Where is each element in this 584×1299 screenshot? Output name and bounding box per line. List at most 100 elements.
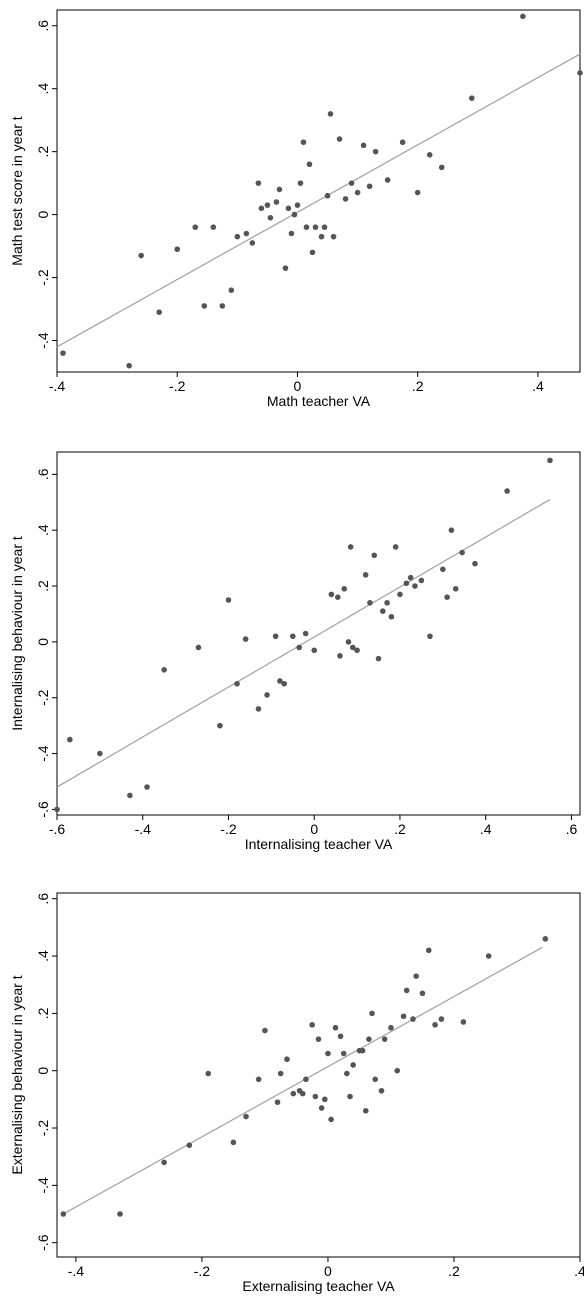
externalising-data-point <box>186 1142 193 1149</box>
math-data-point <box>306 161 313 168</box>
math-data-point <box>264 202 271 208</box>
externalising-data-point <box>381 1036 388 1042</box>
externalising-data-point <box>350 1062 356 1068</box>
internalising-data-point <box>452 586 459 592</box>
math-data-point <box>303 224 310 230</box>
externalising-x-tick-label: 0 <box>324 1263 332 1279</box>
externalising-data-point <box>299 1090 306 1097</box>
externalising-data-point <box>460 1019 467 1025</box>
math-data-point <box>468 95 475 101</box>
internalising-data-point <box>472 560 478 567</box>
internalising-x-tick-label: -.6 <box>49 821 66 837</box>
math-y-tick-label: -.4 <box>35 332 51 349</box>
externalising-data-point <box>344 1070 350 1077</box>
externalising-x-tick-label: -.4 <box>68 1263 85 1279</box>
externalising-fit-line <box>63 946 543 1215</box>
internalising-x-tick-label: .6 <box>566 821 578 837</box>
internalising-data-point <box>161 667 167 673</box>
math-data-point <box>330 233 337 240</box>
math-data-point <box>324 192 331 199</box>
externalising-data-point <box>325 1050 331 1057</box>
internalising-data-point <box>217 722 223 729</box>
internalising-data-point <box>328 591 335 598</box>
internalising-x-tick-label: 0 <box>310 821 318 837</box>
internalising-data-point <box>195 644 202 651</box>
math-x-tick-label: -.2 <box>169 378 186 394</box>
math-data-point <box>366 183 373 190</box>
math-x-tick-label: -.4 <box>49 378 66 394</box>
internalising-data-point <box>264 692 270 698</box>
math-plot-frame <box>56 9 581 373</box>
math-data-point <box>300 139 307 146</box>
externalising-data-point <box>419 990 426 997</box>
internalising-y-tick-label: .6 <box>35 468 51 480</box>
math-data-point <box>426 152 433 158</box>
externalising-x-tick-label: .4 <box>574 1263 584 1279</box>
math-data-point <box>312 224 319 230</box>
math-x-tick-label: .4 <box>532 378 544 394</box>
externalising-data-point <box>243 1113 249 1120</box>
externalising-y-tick-label: -.4 <box>35 1177 51 1194</box>
internalising-data-point <box>380 608 386 614</box>
externalising-data-point <box>262 1027 268 1034</box>
externalising-data-point <box>332 1024 339 1031</box>
internalising-data-point <box>281 680 288 687</box>
externalising-data-point <box>337 1033 344 1040</box>
internalising-data-point <box>242 636 249 642</box>
externalising-data-point <box>290 1090 297 1097</box>
math-x-axis-title: Math teacher VA <box>267 393 371 409</box>
externalising-y-axis-title: Externalising behaviour in year t <box>9 975 25 1174</box>
externalising-data-point <box>372 1076 379 1083</box>
internalising-data-point <box>388 613 395 620</box>
internalising-data-point <box>234 680 240 687</box>
internalising-y-tick-label: 0 <box>35 638 51 646</box>
internalising-data-point <box>403 580 410 587</box>
internalising-data-point <box>144 784 150 790</box>
externalising-data-point <box>438 1016 445 1022</box>
externalising-data-point <box>340 1050 347 1057</box>
math-data-point <box>258 205 265 212</box>
internalising-data-point <box>371 552 378 559</box>
externalising-data-point <box>318 1105 325 1111</box>
externalising-data-point <box>432 1022 438 1028</box>
internalising-data-point <box>375 655 382 662</box>
internalising-data-point <box>349 644 356 651</box>
math-data-point <box>276 186 283 193</box>
internalising-data-point <box>54 806 60 813</box>
externalising-data-point <box>322 1096 328 1103</box>
math-data-point <box>399 139 406 146</box>
externalising-data-point <box>362 1108 369 1114</box>
math-data-point <box>228 287 235 293</box>
externalising-data-point <box>378 1087 385 1094</box>
externalising-data-point <box>303 1076 309 1083</box>
math-data-point <box>192 224 199 230</box>
externalising-y-tick-label: -.6 <box>35 1234 51 1251</box>
math-data-point <box>297 180 304 186</box>
internalising-x-tick-label: -.4 <box>135 821 152 837</box>
externalising-y-tick-label: -.2 <box>35 1120 51 1137</box>
math-data-point <box>267 214 274 221</box>
externalising-plot-frame <box>56 892 581 1258</box>
math-data-point <box>294 202 301 208</box>
internalising-data-point <box>547 457 553 464</box>
internalising-data-point <box>272 633 279 640</box>
math-y-tick-label: 0 <box>35 211 51 219</box>
internalising-data-point <box>225 597 232 603</box>
internalising-data-point <box>345 639 352 645</box>
internalising-y-axis-title: Internalising behaviour in year t <box>9 536 25 731</box>
math-data-point <box>273 199 280 205</box>
math-data-point <box>234 233 241 240</box>
externalising-x-axis-title: Externalising teacher VA <box>242 1278 395 1294</box>
math-data-point <box>309 249 316 256</box>
externalising-data-point <box>277 1070 284 1077</box>
internalising-data-point <box>296 644 303 651</box>
internalising-x-tick-label: -.2 <box>220 821 237 837</box>
externalising-y-tick-label: 0 <box>35 1067 51 1075</box>
math-data-point <box>414 189 421 196</box>
math-data-point <box>354 189 361 196</box>
externalising-data-point <box>485 953 492 959</box>
externalising-y-tick-label: .4 <box>35 950 51 962</box>
externalising-data-point <box>400 1013 407 1020</box>
math-scatter-panel: -.4 -.2 0 .2 .4 -.4 -.2 0 .2 .4 .6 Math teacher VA M… <box>9 9 583 409</box>
